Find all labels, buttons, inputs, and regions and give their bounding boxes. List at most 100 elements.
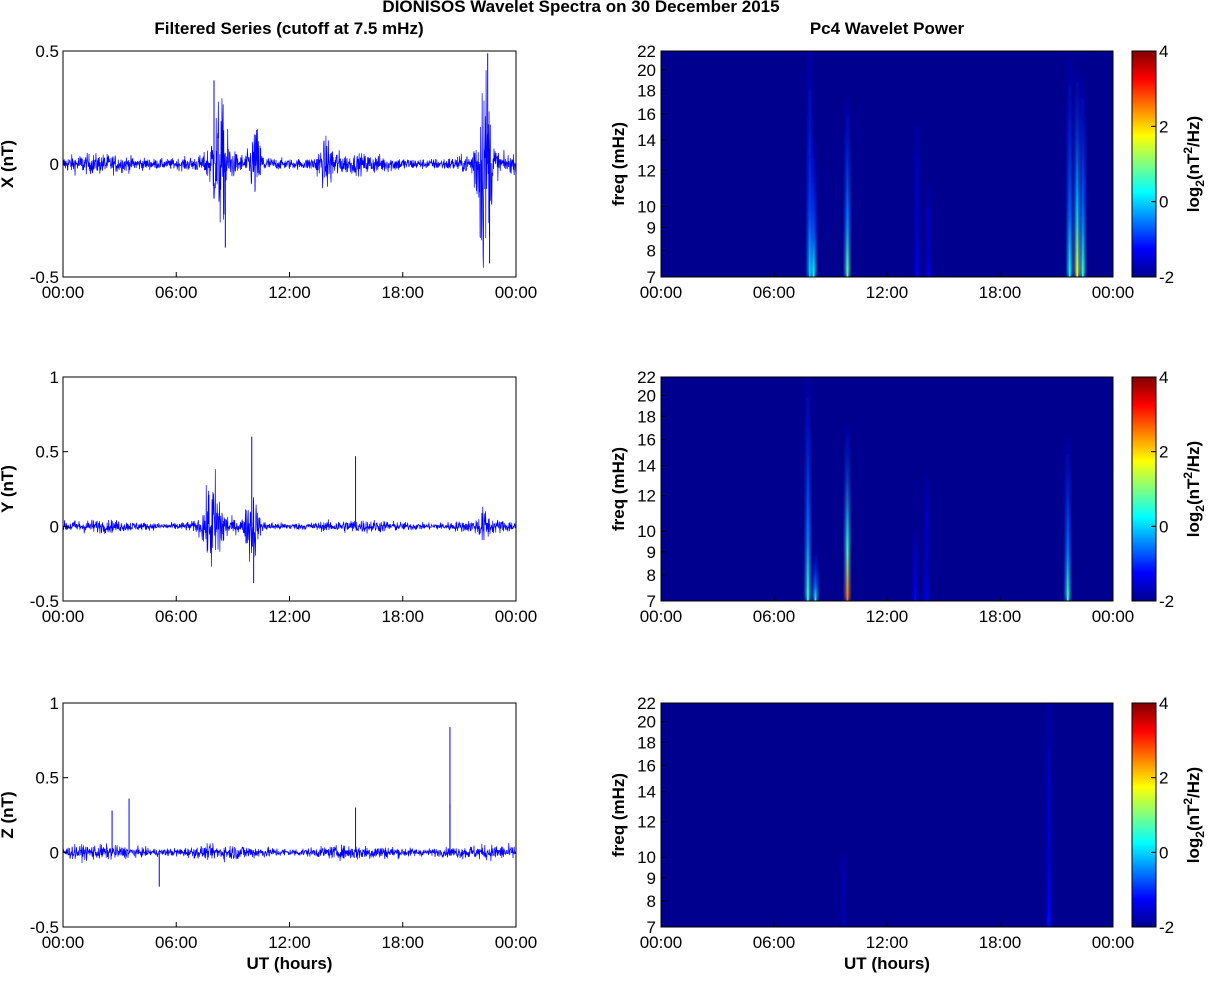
x-tick-label: 06:00 [753,933,796,952]
wavelet-power-core [925,504,928,601]
spectrum-background [661,703,1113,927]
x-tick-label: 00:00 [42,933,85,952]
y-tick-label: 20 [637,61,656,80]
wavelet-power-core [807,421,809,601]
wavelet-power-core [914,545,917,601]
y-tick-label: 22 [637,368,656,387]
x-tick-label: 00:00 [640,933,683,952]
x-tick-label: 18:00 [979,933,1022,952]
x-tick-label: 12:00 [866,283,909,302]
x-tick-label: 00:00 [495,607,538,626]
wavelet-power-core [916,156,918,277]
x-tick-label: 12:00 [866,933,909,952]
y-tick-label: 9 [647,869,656,888]
x-tick-label: 00:00 [1092,283,1135,302]
y-tick-label: 1 [50,694,59,713]
y-axis-label: X (nT) [0,140,17,188]
y-tick-label: 10 [637,198,656,217]
colorbar-label: log2(nT2/Hz) [1181,116,1207,212]
wavelet-power-core [814,561,817,601]
y-tick-label: 16 [637,430,656,449]
colorbar-tick-label: -2 [1159,268,1174,287]
y-tick-label: 22 [637,42,656,61]
x-axis-label: UT (hours) [247,954,333,973]
y-tick-label: 7 [647,918,656,937]
x-axis-label: UT (hours) [844,954,930,973]
x-tick-label: 18:00 [381,283,424,302]
y-tick-label: 0 [50,517,59,536]
x-tick-label: 18:00 [381,933,424,952]
y-tick-label: 14 [637,782,656,801]
x-tick-label: 06:00 [753,607,796,626]
filtered-series-trace [63,469,516,567]
x-tick-label: 06:00 [155,283,198,302]
series-panel: -0.5 0 0.5 X (nT) [0,42,517,287]
colorbar [1131,702,1157,928]
y-tick-label: 12 [637,162,656,181]
spectrum-background [661,51,1113,277]
left-column-title: Filtered Series (cutoff at 7.5 mHz) [154,19,423,38]
plot-area [63,703,516,927]
y-tick-label: 18 [637,82,656,101]
colorbar [1131,376,1157,602]
y-tick-label: 18 [637,407,656,426]
colorbar-tick-label: -2 [1159,918,1174,937]
wavelet-power-core [1076,111,1079,277]
y-tick-label: 0.5 [35,769,59,788]
x-tick-label: 18:00 [979,607,1022,626]
colorbar-tick-label: -2 [1159,592,1174,611]
y-tick-label: 0.5 [35,443,59,462]
colorbar-tick-label: 2 [1159,769,1168,788]
colorbar [1131,50,1157,278]
y-tick-label: 8 [647,242,656,261]
colorbar-tick-label: 4 [1159,694,1168,713]
y-axis-label: freq (mHz) [609,773,628,857]
y-tick-label: 22 [637,694,656,713]
wavelet-power-core [842,871,845,927]
y-tick-label: 0.5 [35,42,59,61]
x-tick-label: 00:00 [640,283,683,302]
wavelet-power-core [1082,119,1084,277]
y-tick-label: 10 [637,848,656,867]
x-tick-label: 00:00 [42,607,85,626]
wavelet-power-core [812,167,815,277]
x-tick-label: 00:00 [640,607,683,626]
figure-title: DIONISOS Wavelet Spectra on 30 December … [382,0,779,16]
x-tick-label: 06:00 [155,607,198,626]
x-tick-label: 00:00 [495,283,538,302]
y-tick-label: -0.5 [30,268,59,287]
colorbar-tick-label: 0 [1159,193,1168,212]
colorbar-label: log2(nT2/Hz) [1181,441,1207,537]
y-tick-label: 7 [647,268,656,287]
colorbar-tick-label: 0 [1159,843,1168,862]
y-tick-label: -0.5 [30,918,59,937]
wavelet-power-core [846,462,849,601]
y-tick-label: 14 [637,456,656,475]
colorbar-tick-label: 4 [1159,42,1168,61]
y-axis-label: freq (mHz) [609,122,628,206]
spectrum-background [661,377,1113,601]
y-tick-label: 9 [647,218,656,237]
x-tick-label: 18:00 [381,607,424,626]
y-tick-label: 12 [637,487,656,506]
filtered-series-trace [63,70,516,268]
colorbar-tick-label: 2 [1159,443,1168,462]
y-axis-label: Y (nT) [0,465,17,513]
y-tick-label: -0.5 [30,592,59,611]
x-tick-label: 06:00 [155,933,198,952]
filtered-series-trace [63,843,516,863]
y-tick-label: 0 [50,155,59,174]
wavelet-power-core [846,136,849,277]
y-tick-label: 8 [647,892,656,911]
wavelet-power-core [1068,103,1071,277]
colorbar-label: log2(nT2/Hz) [1181,767,1207,863]
y-tick-label: 14 [637,131,656,150]
colorbar-tick-label: 0 [1159,517,1168,536]
x-tick-label: 00:00 [1092,607,1135,626]
x-tick-label: 12:00 [268,283,311,302]
x-tick-label: 12:00 [268,933,311,952]
y-tick-label: 20 [637,387,656,406]
